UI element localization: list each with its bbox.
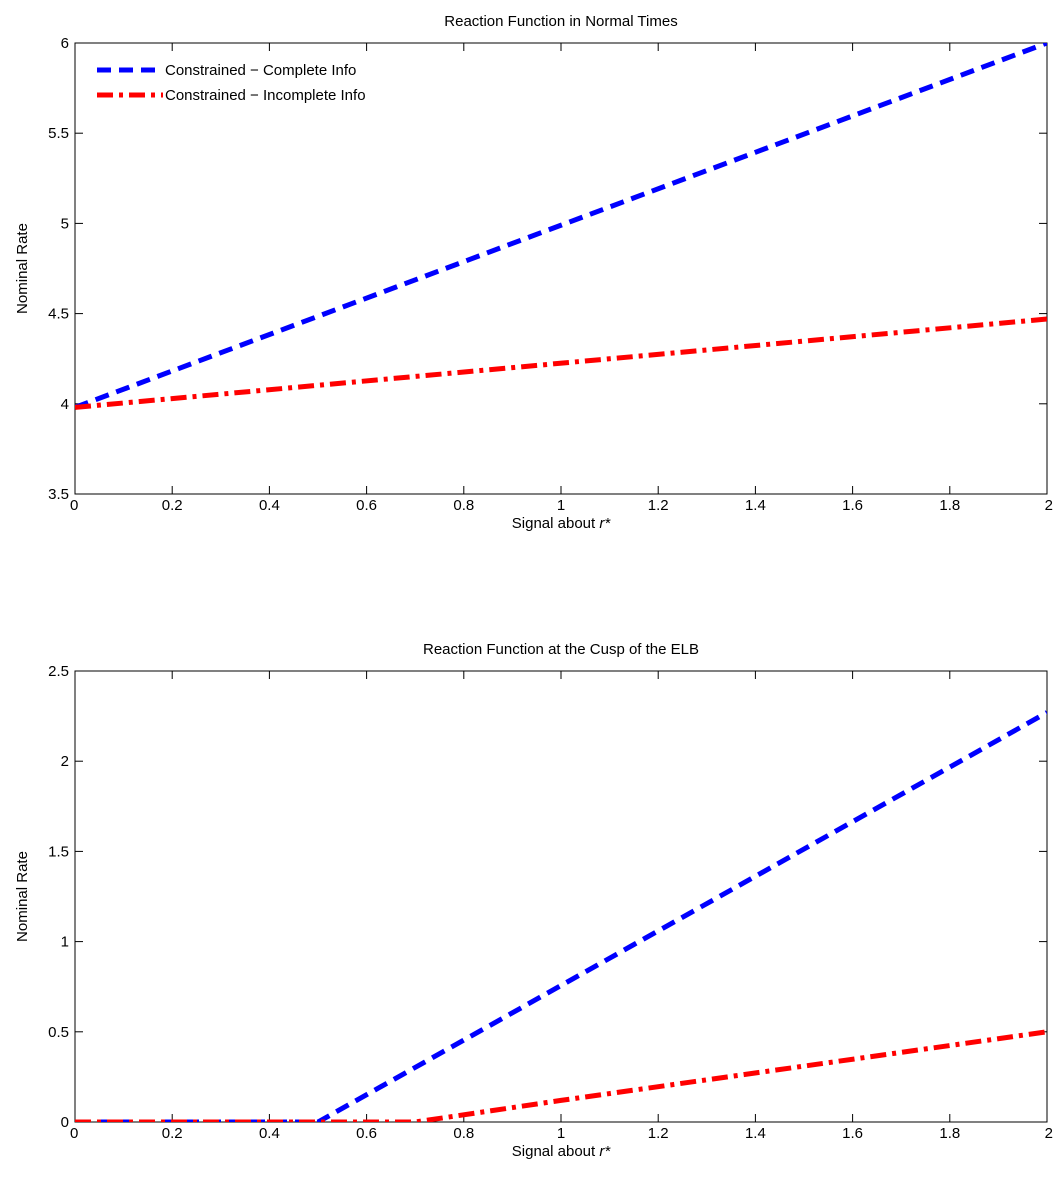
y-tick-label: 0.5: [48, 1024, 69, 1041]
chart-0: Reaction Function in Normal Times 0 0.2 0.4…: [14, 13, 1053, 532]
x-tick-label: 2: [1045, 1125, 1053, 1142]
y-tick-label: 4: [61, 396, 69, 413]
y-tick-label: 1: [61, 934, 69, 951]
y-tick-label: 4.5: [48, 306, 69, 323]
y-tick-label: 5.5: [48, 125, 69, 142]
plot-frame: [74, 42, 1048, 495]
chart-title: Reaction Function at the Cusp of the ELB: [423, 641, 699, 658]
y-axis-label: Nominal Rate: [14, 851, 31, 942]
y-tick-label: 1.5: [48, 843, 69, 860]
series-line-1: [75, 1029, 1047, 1122]
y-tick-label: 3.5: [48, 486, 69, 503]
x-tick-label: 0: [70, 497, 78, 514]
chart-title: Reaction Function in Normal Times: [444, 13, 677, 30]
x-tick-label: 0.4: [259, 1125, 280, 1142]
x-tick-label: 0.2: [162, 1125, 183, 1142]
x-tick-label: 1.2: [648, 497, 669, 514]
x-tick-label: 1.4: [745, 1125, 766, 1142]
legend-label: Constrained − Incomplete Info: [165, 87, 366, 104]
y-axis-label: Nominal Rate: [14, 223, 31, 314]
x-tick-label: 1.2: [648, 1125, 669, 1142]
series-line-0: [75, 710, 1047, 1122]
x-tick-label: 1.6: [842, 1125, 863, 1142]
x-tick-label: 1.4: [745, 497, 766, 514]
x-tick-label: 2: [1045, 497, 1053, 514]
x-tick-label: 1.8: [939, 1125, 960, 1142]
series-line-0: [75, 43, 1047, 410]
y-tick-label: 6: [61, 35, 69, 52]
x-tick-label: 1: [557, 1125, 565, 1142]
x-tick-label: 0: [70, 1125, 78, 1142]
plot-frame: [74, 670, 1048, 1123]
x-tick-label: 0.8: [453, 497, 474, 514]
x-tick-label: 0.6: [356, 497, 377, 514]
y-tick-label: 5: [61, 215, 69, 232]
y-tick-label: 0: [61, 1114, 69, 1131]
legend: Constrained − Complete Info Constrained −…: [97, 62, 366, 104]
chart-1: Reaction Function at the Cusp of the ELB…: [14, 641, 1053, 1160]
x-tick-label: 0.2: [162, 497, 183, 514]
x-axis-label: Signal about r*: [512, 1143, 612, 1160]
x-tick-label: 0.4: [259, 497, 280, 514]
series-line-1: [75, 316, 1047, 410]
x-tick-label: 0.8: [453, 1125, 474, 1142]
y-tick-label: 2.5: [48, 663, 69, 680]
x-tick-label: 0.6: [356, 1125, 377, 1142]
y-tick-label: 2: [61, 753, 69, 770]
x-tick-label: 1.6: [842, 497, 863, 514]
x-tick-label: 1: [557, 497, 565, 514]
x-tick-label: 1.8: [939, 497, 960, 514]
x-axis-label: Signal about r*: [512, 515, 612, 532]
legend-label: Constrained − Complete Info: [165, 62, 356, 79]
